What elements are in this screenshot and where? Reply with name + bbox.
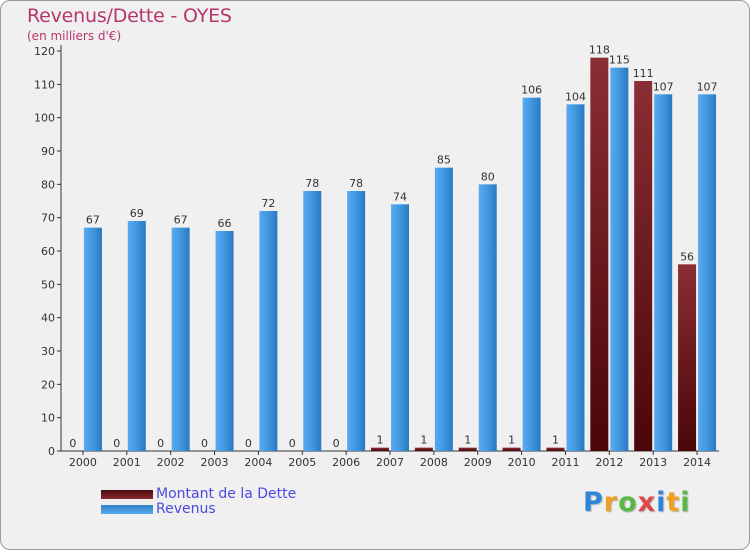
- legend-label-dette: Montant de la Dette: [156, 486, 297, 502]
- y-tick-label: 120: [34, 45, 55, 58]
- x-tick-label: 2004: [244, 456, 272, 469]
- data-label-dette: 1: [464, 434, 471, 447]
- data-label-revenus: 67: [174, 214, 188, 227]
- data-label-revenus: 72: [261, 197, 275, 210]
- logo-letter: i: [680, 487, 691, 518]
- y-tick-label: 90: [41, 145, 55, 158]
- x-tick-label: 2014: [683, 456, 711, 469]
- x-tick-label: 2006: [332, 456, 360, 469]
- y-tick-label: 110: [34, 78, 55, 91]
- legend-swatch-revenus: [101, 505, 153, 514]
- data-label-revenus: 69: [130, 207, 144, 220]
- y-tick-label: 10: [41, 412, 55, 425]
- logo-letter: t: [666, 487, 681, 518]
- data-label-revenus: 78: [349, 177, 363, 190]
- x-tick-label: 2005: [288, 456, 316, 469]
- data-label-dette: 0: [157, 437, 164, 450]
- data-label-dette: 0: [113, 437, 120, 450]
- data-label-dette: 1: [508, 434, 515, 447]
- bar-revenus: [610, 67, 629, 452]
- y-tick-label: 30: [41, 345, 55, 358]
- bar-dette: [502, 447, 521, 451]
- bar-revenus: [83, 227, 102, 451]
- data-label-dette: 56: [680, 250, 694, 263]
- bar-dette: [590, 57, 609, 452]
- bar-dette: [414, 447, 433, 451]
- logo-letter: o: [618, 487, 638, 518]
- data-label-dette: 111: [633, 67, 654, 80]
- x-tick-label: 2003: [201, 456, 229, 469]
- bar-dette: [678, 264, 697, 451]
- x-tick-label: 2013: [639, 456, 667, 469]
- x-tick-label: 2011: [551, 456, 579, 469]
- bar-revenus: [698, 94, 717, 451]
- x-tick-label: 2012: [595, 456, 623, 469]
- data-label-dette: 0: [333, 437, 340, 450]
- bar-dette: [546, 447, 565, 451]
- data-label-revenus: 80: [481, 170, 495, 183]
- x-tick-label: 2010: [508, 456, 536, 469]
- data-label-revenus: 74: [393, 190, 407, 203]
- bar-dette: [634, 81, 653, 451]
- proxiti-logo: Proxiti: [583, 487, 691, 518]
- data-label-revenus: 104: [565, 90, 586, 103]
- data-label-revenus: 106: [521, 84, 542, 97]
- bar-revenus: [259, 211, 278, 451]
- bar-revenus: [478, 184, 497, 452]
- data-label-revenus: 107: [653, 80, 674, 93]
- bar-revenus: [215, 231, 234, 451]
- bar-revenus: [171, 227, 190, 451]
- logo-letter: i: [656, 487, 667, 518]
- x-tick-label: 2000: [69, 456, 97, 469]
- data-label-revenus: 67: [86, 214, 100, 227]
- bar-revenus: [522, 97, 541, 452]
- data-label-dette: 0: [201, 437, 208, 450]
- logo-letter: P: [583, 487, 604, 518]
- bar-revenus: [654, 94, 673, 451]
- data-label-dette: 0: [245, 437, 252, 450]
- data-label-revenus: 107: [697, 80, 718, 93]
- x-tick-label: 2008: [420, 456, 448, 469]
- bar-revenus: [347, 191, 366, 451]
- y-tick-label: 40: [41, 312, 55, 325]
- y-tick-label: 0: [48, 445, 55, 458]
- x-tick-label: 2009: [464, 456, 492, 469]
- data-label-dette: 118: [589, 44, 610, 57]
- logo-letter: r: [603, 487, 619, 518]
- legend-label-revenus: Revenus: [156, 501, 216, 517]
- y-tick-label: 60: [41, 245, 55, 258]
- y-tick-label: 100: [34, 112, 55, 125]
- bar-revenus: [303, 191, 322, 451]
- bar-revenus: [391, 204, 409, 451]
- x-tick-label: 2001: [113, 456, 141, 469]
- data-label-revenus: 78: [305, 177, 319, 190]
- x-tick-label: 2002: [157, 456, 185, 469]
- data-label-dette: 1: [552, 434, 559, 447]
- data-label-revenus: 115: [609, 54, 630, 67]
- y-tick-label: 50: [41, 278, 55, 291]
- x-tick-label: 2007: [376, 456, 404, 469]
- data-label-revenus: 66: [218, 217, 232, 230]
- legend-swatch-dette: [101, 490, 153, 499]
- chart-title: Revenus/Dette - OYES: [27, 5, 232, 27]
- y-tick-label: 80: [41, 178, 55, 191]
- y-tick-label: 20: [41, 378, 55, 391]
- data-label-dette: 0: [289, 437, 296, 450]
- data-label-dette: 0: [69, 437, 76, 450]
- data-label-dette: 1: [420, 434, 427, 447]
- data-label-revenus: 85: [437, 154, 451, 167]
- y-tick-label: 70: [41, 212, 55, 225]
- bar-revenus: [127, 221, 146, 451]
- logo-letter: x: [637, 487, 657, 518]
- bar-dette: [371, 447, 389, 451]
- data-label-dette: 1: [377, 434, 384, 447]
- bar-revenus: [434, 167, 453, 451]
- chart-subtitle: (en milliers d'€): [27, 29, 122, 43]
- bar-dette: [458, 447, 477, 451]
- bar-revenus: [566, 104, 585, 451]
